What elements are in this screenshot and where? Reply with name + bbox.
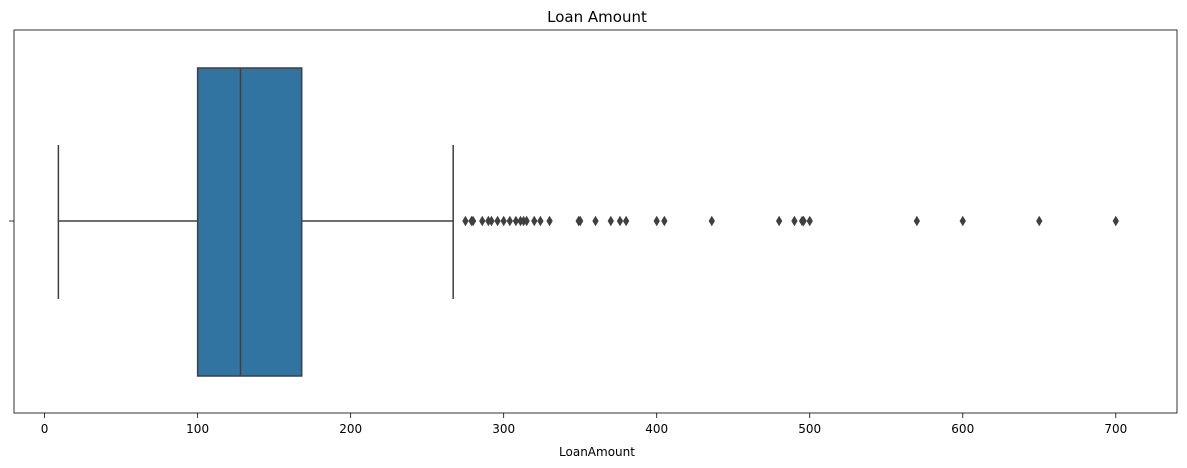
outlier-point [616, 215, 624, 227]
x-tick-label: 600 [951, 422, 974, 436]
x-axis-label: LoanAmount [559, 445, 635, 459]
outlier-point [531, 215, 538, 227]
outlier-point [959, 215, 966, 227]
outlier-point [791, 215, 798, 227]
outlier-points [462, 215, 1119, 227]
outlier-point [607, 215, 614, 227]
outlier-point [577, 215, 584, 227]
x-tick-label: 100 [186, 422, 209, 436]
outlier-point [537, 215, 544, 227]
outlier-point [622, 215, 630, 227]
outlier-point [546, 215, 553, 227]
outlier-point [488, 215, 495, 227]
outlier-point [708, 215, 715, 227]
outlier-point [500, 215, 507, 227]
box-group [57, 67, 454, 377]
x-tick-label: 200 [339, 422, 362, 436]
outlier-point [512, 215, 520, 227]
outlier-point [913, 215, 921, 227]
outlier-point [523, 215, 530, 227]
x-tick-label: 400 [645, 422, 668, 436]
outlier-point [653, 215, 660, 227]
outlier-point [506, 215, 513, 227]
outlier-point [800, 215, 807, 227]
outlier-point [592, 215, 599, 227]
outlier-point [494, 215, 501, 227]
outlier-point [1112, 215, 1119, 227]
x-tick-label: 500 [798, 422, 821, 436]
x-tick-label: 700 [1104, 422, 1127, 436]
outlier-point [775, 215, 783, 227]
x-axis-ticks: 0 100 200 300 400 500 600 700 [41, 413, 1127, 436]
outlier-point [479, 215, 486, 227]
plot-area-frame [13, 29, 1178, 414]
chart-title: Loan Amount [547, 8, 647, 26]
iqr-box [196, 67, 303, 377]
outlier-point [1036, 215, 1043, 227]
x-tick-label: 0 [41, 422, 49, 436]
outlier-point [806, 215, 813, 227]
outlier-point [469, 215, 477, 227]
outlier-point [462, 215, 469, 227]
x-tick-label: 300 [492, 422, 515, 436]
outlier-point [661, 215, 668, 227]
